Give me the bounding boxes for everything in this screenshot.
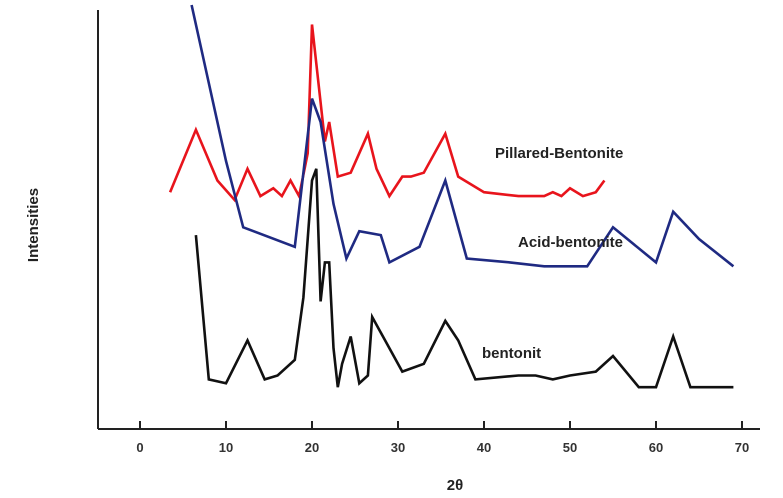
- series-line-pillared-bentonite: [168, 24, 606, 203]
- x-tick-label-10: 10: [219, 440, 233, 455]
- x-tick-label-60: 60: [649, 440, 663, 455]
- x-tick-label-50: 50: [563, 440, 577, 455]
- x-tick-label-40: 40: [477, 440, 491, 455]
- x-ticks: 0 10 20 30 40 50 60 70: [136, 421, 749, 455]
- series-label-pillared-bentonite: Pillared-Bentonite: [495, 145, 623, 162]
- series-label-bentonit: bentonit: [482, 345, 541, 362]
- x-tick-label-0: 0: [136, 440, 143, 455]
- x-tick-label-70: 70: [735, 440, 749, 455]
- plot-area: [97, 10, 760, 430]
- series-lines: [168, 4, 735, 389]
- x-axis-title: 2θ: [447, 477, 463, 494]
- series-label-acid-bentonite: Acid-bentonite: [518, 234, 623, 251]
- x-tick-label-20: 20: [305, 440, 319, 455]
- y-axis-title: Intensities: [25, 188, 42, 262]
- series-labels: Pillared-Bentonite Acid-bentonite bentonit: [482, 145, 623, 362]
- x-tick-label-30: 30: [391, 440, 405, 455]
- series-line-acid-bentonite: [190, 4, 735, 268]
- series-line-bentonit: [194, 168, 734, 389]
